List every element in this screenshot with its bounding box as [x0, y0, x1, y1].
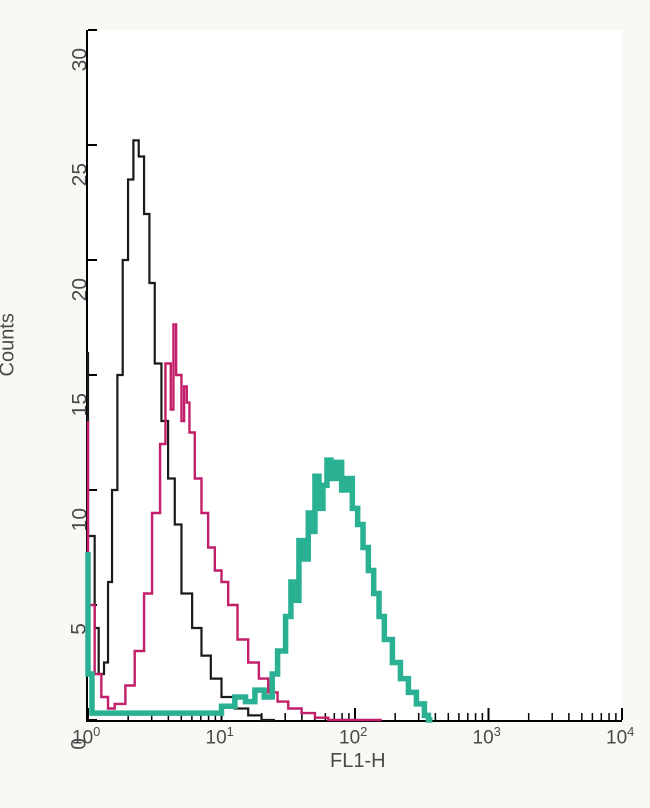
series-isotype-pink — [88, 324, 382, 720]
flow-cytometry-histogram: Counts FL1-H 051015202530 10010110210310… — [10, 10, 640, 798]
x-tick: 104 — [606, 724, 634, 749]
x-tick: 101 — [206, 724, 234, 749]
histogram-series — [88, 30, 622, 720]
x-axis-label: FL1-H — [330, 750, 386, 773]
x-tick: 100 — [72, 724, 100, 749]
x-tick: 102 — [339, 724, 367, 749]
x-tick: 103 — [473, 724, 501, 749]
series-stained-teal — [88, 460, 432, 720]
y-axis-label: Counts — [0, 313, 20, 376]
plot-area — [86, 30, 622, 722]
series-control-black — [88, 140, 275, 720]
